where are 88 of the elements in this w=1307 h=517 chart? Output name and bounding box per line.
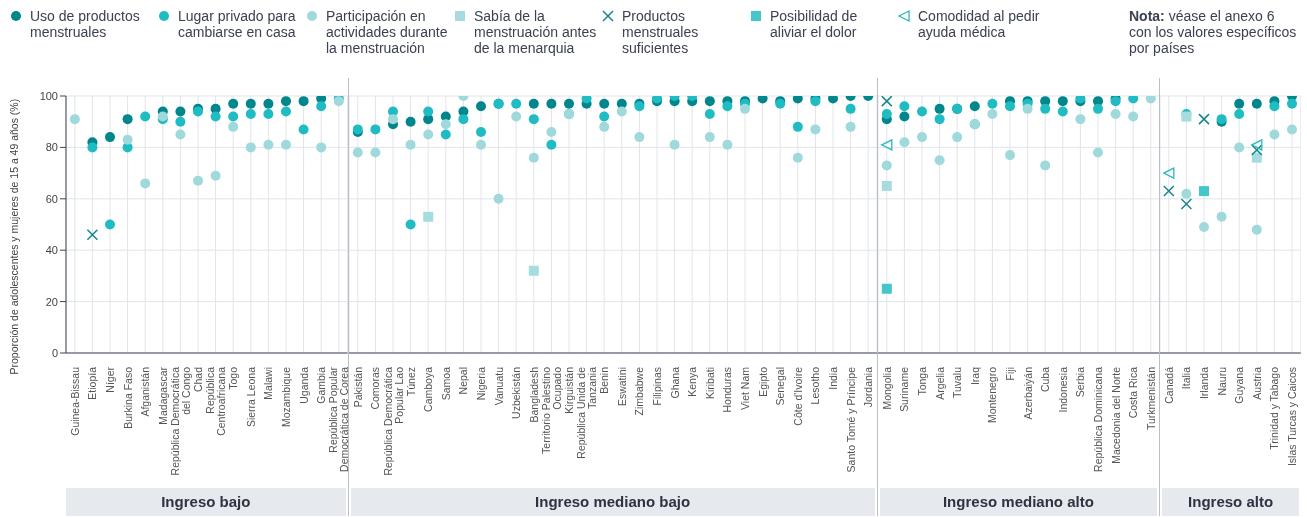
x-tick-label: Lesotho — [808, 366, 821, 405]
x-tick-label: Mozambique — [280, 366, 292, 428]
x-tick-label: Gambia — [316, 366, 328, 404]
x-tick-label: Austria — [1251, 366, 1263, 400]
x-tick-label: Santo Tomé y Príncipe — [844, 366, 857, 473]
x-tick-label: Guyana — [1234, 366, 1246, 404]
x-tick-label: Honduras — [720, 367, 733, 413]
x-tick-label: Trinidad y Tabago — [1269, 366, 1281, 450]
x-tick-label: Vanuatu — [492, 366, 505, 406]
legend-label: Uso de productos menstruales — [30, 8, 141, 40]
x-tick-label: Jordania — [861, 366, 874, 408]
x-tick-label: Togo — [228, 366, 240, 390]
legend-label: Participación en actividades durante la menstruación — [326, 8, 449, 56]
x-tick-label: Tuvalu — [951, 366, 963, 399]
x-tick-label: Kenya — [685, 366, 698, 397]
x-tick-label: Egipto — [756, 366, 769, 397]
x-tick-label: Islas Turcas y Caicos — [1287, 367, 1299, 467]
legend-label: Lugar privado para cambiarse en casa — [178, 8, 297, 40]
legend-label: Comodidad al pedir ayuda médica — [918, 8, 1041, 40]
x-tick-label: Territorio Palestino Ocupado — [539, 366, 563, 454]
x-tick-label: Indonesia — [1057, 366, 1069, 413]
x-tick-label: Nigeria — [474, 366, 487, 401]
x-tick-label: Senegal — [773, 367, 786, 406]
x-tick-label: Chad — [193, 366, 204, 393]
x-tick-label: Côte d'Ivoire — [791, 366, 804, 426]
legend-label: Posibilidad de aliviar el dolor — [770, 8, 859, 40]
y-tick-label: 100 — [39, 89, 58, 102]
x-tick-label: Níger — [105, 366, 116, 393]
x-tick-label: Canadá — [1163, 366, 1175, 404]
x-tick-label: Madagascar — [157, 366, 169, 425]
x-tick-label: Uganda — [298, 366, 310, 404]
x-tick-label: Tonga — [916, 366, 928, 396]
x-tick-label: Costa Rica — [1127, 366, 1139, 419]
x-tick-label: India — [826, 366, 839, 390]
x-tick-label: Túnez — [404, 367, 417, 397]
x-tick-label: Italia — [1181, 366, 1193, 390]
legend-label: Sabía de la menstruación antes de la menarquia — [474, 8, 598, 56]
x-tick-label: Mongolia — [881, 366, 893, 410]
x-tick-label: Suriname — [898, 366, 910, 412]
x-tick-label: Burkina Faso — [122, 366, 134, 429]
x-tick-label: Nauru — [1216, 366, 1228, 396]
x-tick-label: Kirguistán — [562, 366, 575, 414]
x-tick-label: Zimbabwe — [632, 366, 645, 416]
x-axis-title: Ingreso bajo — [66, 488, 346, 516]
x-axis-title: Ingreso alto — [1162, 488, 1299, 516]
x-tick-label: Guinea-Bissau — [69, 366, 81, 436]
x-axis-title: Ingreso mediano bajo — [350, 488, 875, 516]
x-axis-title: Ingreso mediano alto — [879, 488, 1158, 516]
y-tick-label: 40 — [45, 244, 58, 257]
x-tick-label: Filipinas — [650, 367, 663, 406]
x-tick-label: Montenegro — [986, 366, 998, 423]
y-tick-label: 20 — [45, 295, 58, 308]
x-tick-label: Macedonia del Norte — [1110, 366, 1122, 464]
x-tick-label: Viet Nam — [738, 366, 751, 410]
y-tick-label: 80 — [45, 141, 58, 154]
x-tick-label: Benin — [597, 366, 610, 394]
x-tick-label: Ghana — [668, 366, 681, 399]
x-tick-label: Samoa — [439, 366, 452, 401]
x-tick-label: Irlanda — [1199, 366, 1211, 400]
x-tick-label: Kiribati — [703, 367, 716, 400]
text: Nota: véase el anexo 6 con los valores específicos por países — [1129, 8, 1298, 56]
y-tick-label: 60 — [45, 192, 58, 205]
x-tick-label: Comoras — [368, 367, 381, 410]
x-tick-label: Iraq — [969, 366, 981, 386]
x-tick-label: Argelia — [934, 366, 946, 400]
y-tick-label: 0 — [51, 346, 58, 359]
x-tick-label: Nepal — [456, 367, 469, 395]
x-tick-label: República Unida de Tanzania — [574, 366, 598, 459]
x-tick-label: Etiopía — [87, 366, 99, 400]
x-tick-label: Camboya — [421, 366, 434, 412]
x-tick-label: República Dominicana — [1092, 366, 1104, 472]
legend-label: Productos menstruales suficientes — [622, 8, 700, 56]
x-tick-label: Turkmenistán — [1145, 366, 1157, 431]
y-axis-title: Proporción de adolescentes y mujeres de 15 a 49 años (%) — [8, 98, 20, 375]
x-tick-label: Sierra Leona — [245, 366, 257, 428]
x-tick-label: Bangladesh — [527, 366, 540, 423]
x-tick-label: Afganistán — [140, 366, 152, 417]
x-tick-label: Fiji — [1004, 367, 1016, 381]
x-tick-label: República Popular Democrática de Corea — [328, 366, 351, 472]
x-tick-label: Malawi — [263, 367, 275, 400]
x-tick-label: Azerbaiyán — [1022, 366, 1034, 420]
x-tick-label: Uzbekistán — [509, 366, 522, 419]
x-tick-label: República Democrática Popular Lao — [381, 366, 405, 476]
x-tick-label: Cuba — [1039, 366, 1051, 393]
x-tick-label: Eswatini — [615, 367, 628, 407]
x-tick-label: Serbia — [1074, 366, 1086, 398]
x-tick-label: República Democrática del Congo — [169, 366, 192, 476]
x-tick-label: Pakistán — [351, 366, 364, 408]
